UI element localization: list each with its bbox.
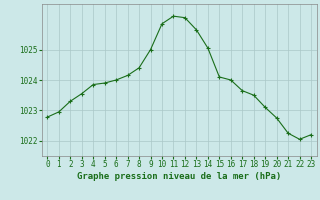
X-axis label: Graphe pression niveau de la mer (hPa): Graphe pression niveau de la mer (hPa) — [77, 172, 281, 181]
